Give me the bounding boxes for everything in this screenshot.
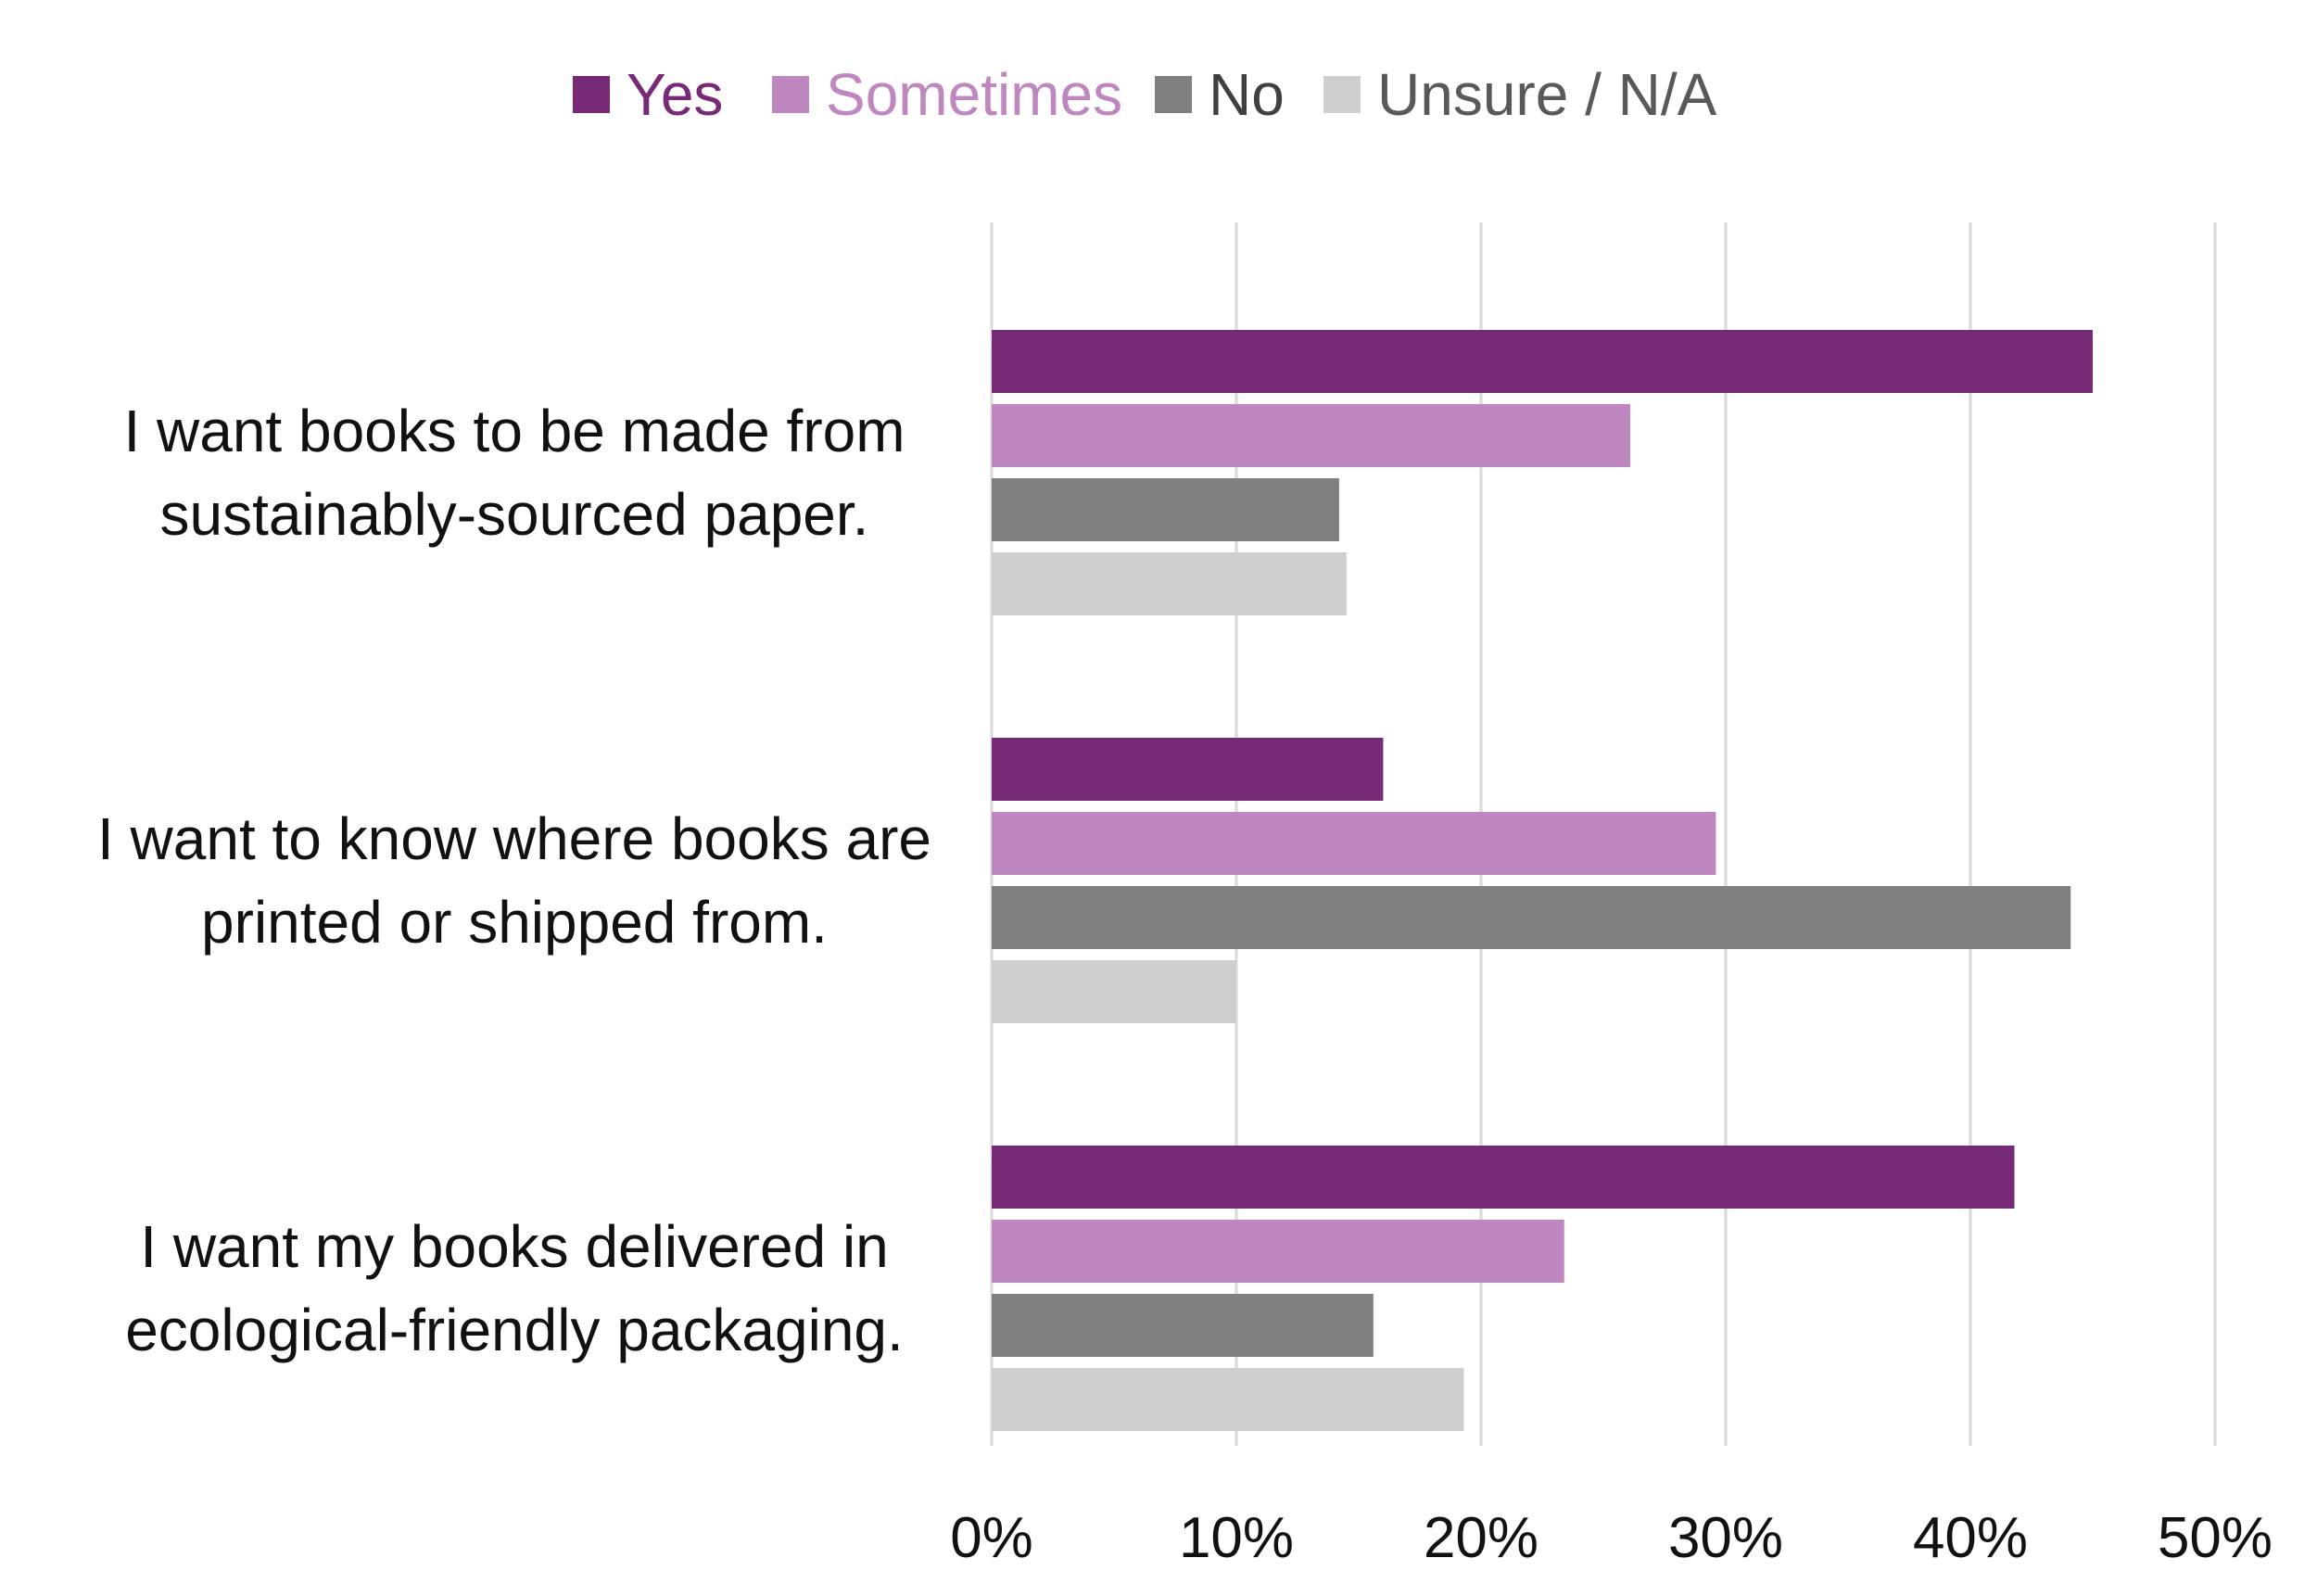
category-labels: I want books to be made from sustainably-… (97, 398, 931, 1363)
bars (992, 330, 2093, 1431)
x-tick-label-40: 40% (1913, 1506, 2028, 1570)
bar-no-cat-2 (992, 886, 2071, 949)
bar-no-cat-3 (992, 1294, 1374, 1357)
legend-swatch-sometimes (772, 76, 809, 113)
bar-unsure-n-a-cat-3 (992, 1368, 1464, 1431)
legend-label-sometimes: Sometimes (826, 61, 1122, 128)
x-tick-label-0: 0% (950, 1506, 1033, 1570)
bar-unsure-n-a-cat-2 (992, 960, 1236, 1023)
legend-label-no: No (1209, 61, 1285, 128)
legend: Yes Sometimes No Unsure / N/A (573, 61, 1717, 128)
bar-unsure-n-a-cat-1 (992, 552, 1347, 615)
x-tick-label-50: 50% (2158, 1506, 2273, 1570)
legend-swatch-yes (573, 76, 610, 113)
x-tick-label-10: 10% (1179, 1506, 1294, 1570)
category-label-2-line-1: I want to know where books are (97, 805, 931, 872)
category-label-1-line-2: sustainably-sourced paper. (160, 481, 869, 548)
legend-label-yes: Yes (627, 61, 723, 128)
legend-label-unsure-n-a: Unsure / N/A (1377, 61, 1717, 128)
x-tick-label-30: 30% (1668, 1506, 1783, 1570)
bar-yes-cat-3 (992, 1146, 2015, 1209)
bar-sometimes-cat-1 (992, 404, 1631, 467)
bar-yes-cat-2 (992, 738, 1384, 801)
legend-swatch-no (1155, 76, 1192, 113)
bar-no-cat-1 (992, 478, 1339, 541)
bar-yes-cat-1 (992, 330, 2093, 393)
category-label-3-line-2: ecological-friendly packaging. (125, 1297, 904, 1363)
category-label-2-line-2: printed or shipped from. (201, 889, 828, 956)
category-label-1-line-1: I want books to be made from (123, 398, 905, 464)
bar-sometimes-cat-2 (992, 812, 1716, 875)
legend-swatch-unsure-n-a (1323, 76, 1361, 113)
category-label-3-line-1: I want my books delivered in (140, 1213, 889, 1280)
bar-sometimes-cat-3 (992, 1220, 1564, 1283)
x-tick-label-20: 20% (1424, 1506, 1538, 1570)
x-axis-ticks: 0% 10% 20% 30% 40% 50% (950, 1506, 2273, 1570)
